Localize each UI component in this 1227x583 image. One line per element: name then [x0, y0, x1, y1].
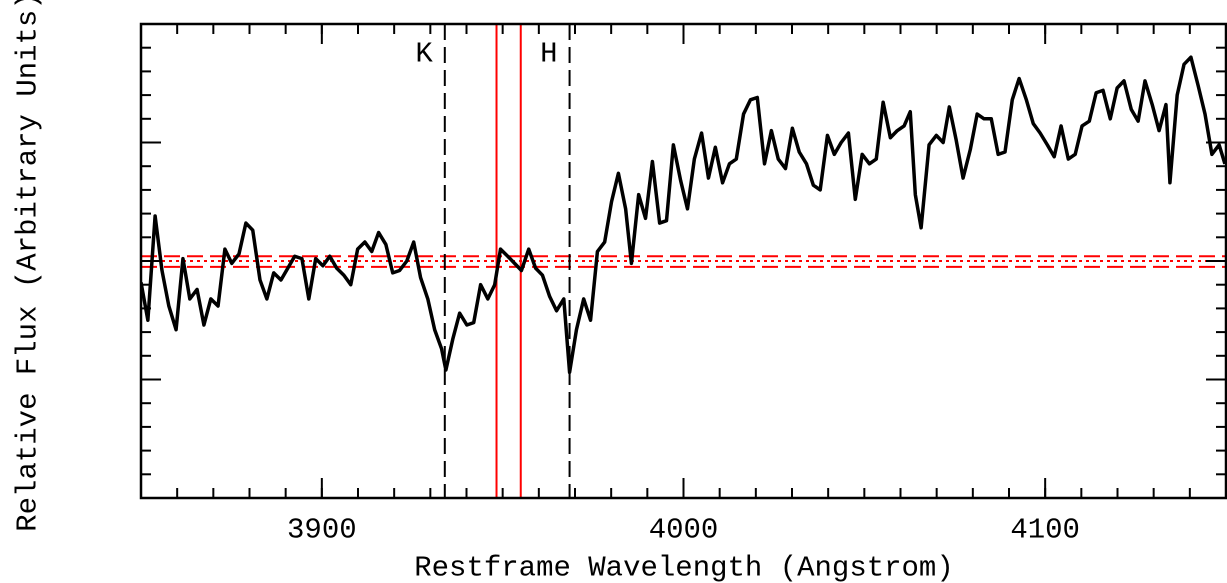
line-label: K — [415, 38, 433, 71]
spectrum-line — [141, 55, 1227, 375]
x-axis-title: Restframe Wavelength (Angstrom) — [414, 552, 954, 583]
x-tick-label: 3900 — [287, 514, 357, 547]
y-axis-title: Relative Flux (Arbitrary Units) — [12, 0, 45, 532]
x-tick-label: 4000 — [649, 514, 719, 547]
plot-area — [141, 24, 1227, 498]
line-label: H — [540, 38, 557, 71]
x-tick-label: 4100 — [1010, 514, 1080, 547]
